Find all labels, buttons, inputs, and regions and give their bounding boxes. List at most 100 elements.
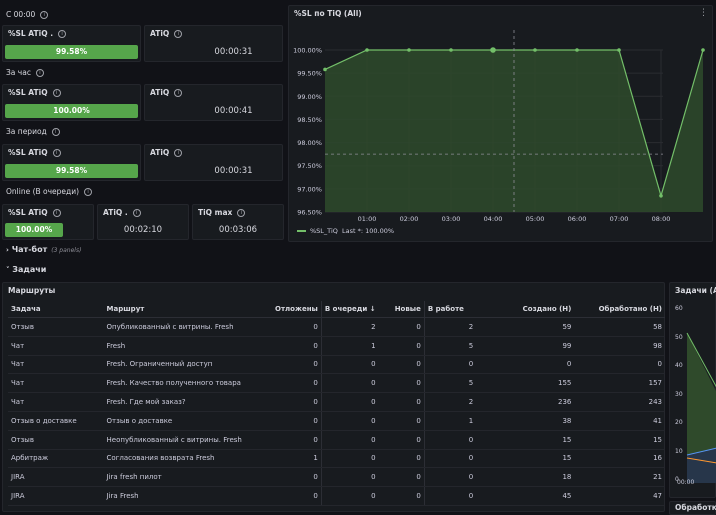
table-body: Отзыв Опубликованный с витрины. Fresh 0 2 0 2… bbox=[8, 317, 665, 506]
table-row[interactable]: Чат Fresh. Ограниченный доступ 0 0 0 0 0 0 bbox=[8, 355, 665, 375]
processing-panel[interactable]: Обработка bbox=[669, 501, 716, 515]
table-cell: 0 bbox=[272, 411, 322, 431]
stat-atiq-since-midnight[interactable]: ATiQ i 00:00:31 bbox=[144, 25, 283, 62]
sl-chart-panel[interactable]: %SL по TiQ (All) ⋮ 96.50% 97.00% 97.50% 98.… bbox=[288, 5, 713, 242]
column-header[interactable]: Маршрут bbox=[103, 301, 273, 318]
data-point bbox=[407, 48, 411, 52]
routes-table-panel[interactable]: Маршруты Задача Маршрут Отложены В очереди … bbox=[2, 282, 665, 512]
table-cell: 0 bbox=[320, 449, 379, 469]
table-row[interactable]: Чат Fresh. Где мой заказ? 0 0 0 2 236 243 bbox=[8, 392, 665, 412]
row-chatbot[interactable]: › Чат-бот (3 panels) bbox=[6, 245, 81, 254]
info-icon[interactable]: i bbox=[132, 209, 141, 217]
table-cell: Fresh bbox=[103, 336, 273, 356]
table-cell: Fresh. Качество полученного товара bbox=[103, 373, 273, 394]
table-cell: 0 bbox=[320, 392, 379, 412]
stat-value: 100.00% bbox=[5, 223, 63, 237]
column-header[interactable]: Задача bbox=[8, 301, 104, 318]
column-header[interactable]: Создано (Н) bbox=[476, 301, 575, 318]
info-icon[interactable]: i bbox=[58, 30, 67, 38]
panel-menu-icon[interactable]: ⋮ bbox=[699, 8, 708, 18]
legend-series-name: %SL_TiQ bbox=[310, 227, 338, 235]
stat-atiq-per-hour[interactable]: ATiQ i 00:00:41 bbox=[144, 84, 283, 121]
table-cell: Отзыв о доставке bbox=[103, 411, 273, 431]
side-y-tick: 30 bbox=[675, 390, 683, 398]
table-row[interactable]: Отзыв о доставке Отзыв о доставке 0 0 0 1 38 41 bbox=[8, 411, 665, 431]
x-tick-label: 08:00 bbox=[652, 215, 671, 223]
table-cell: 0 bbox=[378, 430, 425, 450]
table-row[interactable]: Арбитраж Согласования возврата Fresh 1 0 0 0 1… bbox=[8, 449, 665, 469]
table-row[interactable]: JIRA Jira Fresh 0 0 0 0 45 47 bbox=[8, 486, 665, 506]
column-header[interactable]: В очереди ↓ bbox=[320, 301, 379, 318]
stat-sl-since-midnight[interactable]: %SL ATiQ . i 99.58% bbox=[2, 25, 141, 62]
table-row[interactable]: Чат Fresh. Качество полученного товара 0 0 0… bbox=[8, 373, 665, 394]
stat-title: %SL ATiQ bbox=[8, 208, 48, 217]
column-header[interactable]: Отложены bbox=[272, 301, 322, 318]
tasks-side-panel[interactable]: Задачи (All 60 50 40 30 20 10 0 00:00 bbox=[669, 282, 716, 498]
y-tick-label: 96.50% bbox=[297, 209, 322, 217]
table-cell: 2 bbox=[320, 317, 379, 337]
table-cell: 236 bbox=[476, 392, 575, 412]
data-point bbox=[659, 194, 663, 198]
table-row[interactable]: Чат Fresh 0 1 0 5 99 98 bbox=[8, 336, 665, 356]
table-cell: Отзыв bbox=[8, 430, 104, 450]
table-cell: JIRA bbox=[8, 486, 104, 506]
stat-sl-per-period[interactable]: %SL ATiQ i 99.58% bbox=[2, 144, 141, 181]
column-header[interactable]: В работе bbox=[423, 301, 477, 318]
table-cell: Арбитраж bbox=[8, 449, 104, 469]
table-cell: 2 bbox=[423, 317, 477, 337]
column-header[interactable]: Обработано (Н) bbox=[574, 301, 665, 318]
info-icon[interactable]: i bbox=[52, 89, 61, 97]
stat-value: 99.58% bbox=[5, 45, 138, 59]
info-icon[interactable]: i bbox=[35, 69, 44, 77]
stat-atiq-per-period[interactable]: ATiQ i 00:00:31 bbox=[144, 144, 283, 181]
x-tick-label: 03:00 bbox=[442, 215, 461, 223]
table-cell: 59 bbox=[476, 317, 575, 337]
table-cell: Чат bbox=[8, 355, 104, 375]
table-row[interactable]: Отзыв Неопубликованный с витрины. Fresh 0 0… bbox=[8, 430, 665, 450]
info-icon[interactable]: i bbox=[174, 30, 183, 38]
table-row[interactable]: Отзыв Опубликованный с витрины. Fresh 0 2 0 2… bbox=[8, 317, 665, 337]
stat-tiq-max-online[interactable]: TiQ max i 00:03:06 bbox=[192, 204, 284, 240]
info-icon[interactable]: i bbox=[174, 149, 183, 157]
section-per-hour: За час i bbox=[6, 68, 44, 77]
chart-legend[interactable]: %SL_TiQ Last *: 100.00% bbox=[297, 227, 394, 235]
table-cell: 0 bbox=[378, 355, 425, 375]
table-cell: Jira fresh пилот bbox=[103, 467, 273, 488]
info-icon[interactable]: i bbox=[52, 209, 61, 217]
section-online: Online (В очереди) i bbox=[6, 187, 93, 196]
y-tick-label: 99.00% bbox=[297, 93, 322, 101]
info-icon[interactable]: i bbox=[84, 188, 93, 196]
info-icon[interactable]: i bbox=[52, 149, 61, 157]
section-online-label: Online (В очереди) bbox=[6, 187, 80, 196]
stat-atiq-online[interactable]: ATiQ . i 00:02:10 bbox=[97, 204, 189, 240]
side-chart-svg bbox=[686, 332, 716, 483]
table-cell: 0 bbox=[378, 317, 425, 337]
table-cell: 0 bbox=[272, 317, 322, 337]
stat-title: ATiQ bbox=[150, 29, 170, 38]
stat-title: %SL ATiQ bbox=[8, 88, 48, 97]
table-cell: 0 bbox=[378, 467, 425, 488]
table-cell: Опубликованный с витрины. Fresh bbox=[103, 317, 273, 337]
stat-sl-online[interactable]: %SL ATiQ i 100.00% bbox=[2, 204, 94, 240]
table-cell: 0 bbox=[476, 355, 575, 375]
side-line-orange bbox=[686, 457, 716, 464]
table-cell: 0 bbox=[272, 430, 322, 450]
info-icon[interactable]: i bbox=[40, 11, 49, 19]
table-row[interactable]: JIRA Jira fresh пилот 0 0 0 0 18 21 bbox=[8, 467, 665, 488]
row-chatbot-title: Чат-бот bbox=[11, 245, 48, 254]
table-cell: 0 bbox=[320, 411, 379, 431]
x-tick-label: 04:00 bbox=[484, 215, 503, 223]
section-since-midnight: С 00:00 i bbox=[6, 10, 49, 19]
stat-sl-per-hour[interactable]: %SL ATiQ i 100.00% bbox=[2, 84, 141, 121]
table-cell: Отзыв bbox=[8, 317, 104, 337]
info-icon[interactable]: i bbox=[174, 89, 183, 97]
row-tasks[interactable]: ˅ Задачи bbox=[6, 265, 46, 274]
legend-last-value: Last *: 100.00% bbox=[342, 227, 395, 235]
column-header[interactable]: Новые bbox=[378, 301, 425, 318]
table-cell: JIRA bbox=[8, 467, 104, 488]
info-icon[interactable]: i bbox=[237, 209, 246, 217]
table-cell: 0 bbox=[272, 355, 322, 375]
info-icon[interactable]: i bbox=[51, 128, 60, 136]
table-cell: 0 bbox=[378, 392, 425, 412]
table-cell: Неопубликованный с витрины. Fresh bbox=[103, 430, 273, 450]
